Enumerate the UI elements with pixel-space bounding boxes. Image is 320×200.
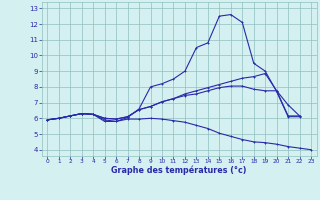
X-axis label: Graphe des températures (°c): Graphe des températures (°c) xyxy=(111,166,247,175)
